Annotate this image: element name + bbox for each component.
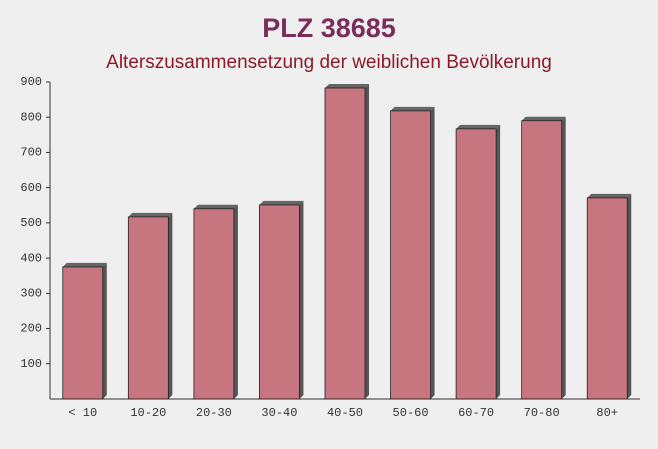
chart-title: PLZ 38685 <box>262 13 396 43</box>
x-tick-label: 60-70 <box>458 406 494 420</box>
bar-shadow <box>233 204 238 399</box>
bar-shadow <box>627 193 632 399</box>
bar-shadow <box>496 124 501 400</box>
y-tick-label: 800 <box>20 110 42 124</box>
x-tick-label: 40-50 <box>327 406 363 420</box>
bar <box>62 266 104 400</box>
bar <box>193 208 235 400</box>
bar <box>390 110 431 400</box>
bar <box>521 120 563 400</box>
bar-shadow <box>299 200 304 399</box>
bar <box>127 216 169 400</box>
y-tick-label: 900 <box>20 75 42 89</box>
bar <box>259 204 300 400</box>
bar-shadow <box>365 83 369 399</box>
x-tick-label: 30-40 <box>261 406 297 420</box>
bar <box>324 87 366 400</box>
bar-shadow <box>193 204 238 209</box>
bar-shadow <box>430 106 435 399</box>
x-tick-label: 20-30 <box>196 406 232 420</box>
y-tick-label: 700 <box>20 146 42 160</box>
x-tick-label: 70-80 <box>524 406 560 420</box>
bar-shadow <box>102 262 107 399</box>
bar-shadow <box>259 200 304 205</box>
bar-shadow <box>456 124 501 129</box>
bar-shadow <box>128 212 173 217</box>
y-tick-label: 600 <box>20 181 42 195</box>
y-tick-label: 500 <box>20 216 42 230</box>
y-tick-label: 100 <box>20 357 42 371</box>
x-tick-label: 50-60 <box>393 406 429 420</box>
bar <box>586 197 628 400</box>
y-tick-label: 400 <box>20 251 42 265</box>
x-tick-label: 80+ <box>596 406 618 420</box>
chart-subtitle: Alterszusammensetzung der weiblichen Bev… <box>106 52 552 73</box>
bar-shadow <box>62 262 107 267</box>
bar-shadow <box>521 116 566 121</box>
bar-shadow <box>587 193 632 198</box>
bar-shadow <box>390 106 435 111</box>
y-tick-label: 300 <box>20 287 42 301</box>
bar-shadow <box>168 212 173 399</box>
bar <box>455 128 497 400</box>
y-tick-label: 200 <box>20 322 42 336</box>
x-tick-label: < 10 <box>68 406 97 420</box>
bar-shadow <box>325 83 369 88</box>
x-tick-label: 10-20 <box>130 406 166 420</box>
bar-shadow <box>561 116 566 399</box>
